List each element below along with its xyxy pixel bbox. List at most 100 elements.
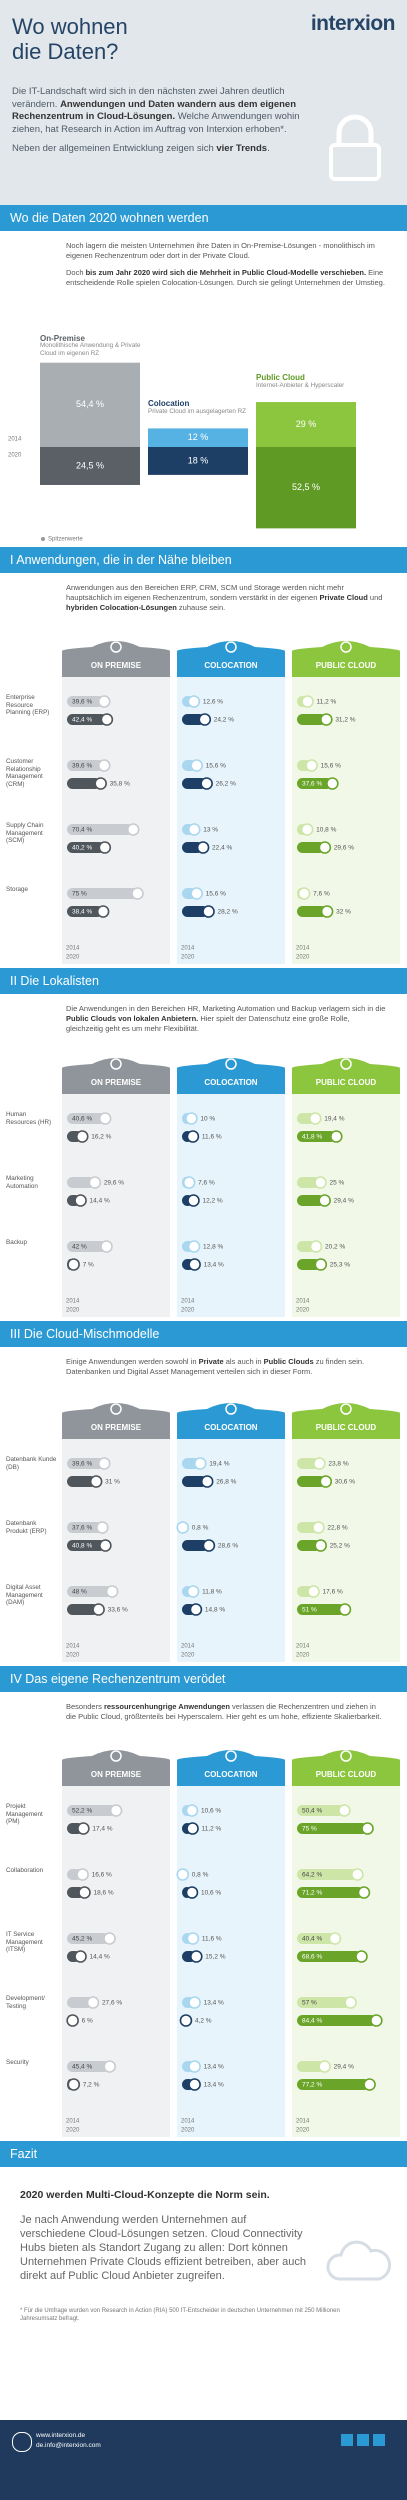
bar-knob [98,841,112,854]
bar [67,1805,117,1816]
text-run: und [367,593,383,602]
panel-header [62,641,170,677]
bar [67,714,107,725]
social-link[interactable] [357,2434,369,2446]
value-label: 84,4 % [302,2018,322,2025]
text-run: Welche Anwendungen wohin ziehen, hat Res… [12,111,300,135]
bar [297,1951,362,1962]
bar [297,1805,345,1816]
section-title: II Die Lokalisten [0,968,407,994]
panel-header [177,1750,285,1786]
value-label: 12 % [188,432,209,442]
bar [148,447,248,475]
chart: ON PREMISE 2014 39,6 % 39,6 % 70,4 % 75 % 2020… [0,635,407,968]
panel-icon [225,1403,237,1415]
year-label: 2020 [296,955,310,961]
value-label: 40,4 % [302,1936,322,1943]
text-run: Einige Anwendungen werden sowohl in [66,1357,199,1366]
panel-header [62,1058,170,1094]
bar-knob [319,1475,333,1488]
bar [67,824,134,835]
row-label: Backup [6,1239,28,1246]
bar-knob [105,1585,119,1598]
email[interactable]: de.info@interxion.com [36,2442,101,2449]
text-run: Die IT-Landschaft wird sich in den nächs… [12,86,285,110]
bar [297,1476,326,1487]
website[interactable]: www.interxion.de [36,2432,86,2439]
category-label: Public Cloud Internet-Anbieter & Hypersca… [256,374,360,389]
bar [67,906,104,917]
bar [297,1869,358,1880]
bar-knob [363,2078,376,2091]
bar-knob [98,1112,112,1125]
value-label: 25,3 % [330,1262,350,1269]
value-label: 33,6 % [108,1607,128,1614]
bar-knob [370,2014,383,2027]
bar-knob [103,2060,116,2073]
panel-title: PUBLIC CLOUD [316,1770,377,1779]
year-label: 2014 [296,1644,310,1650]
bar [67,842,105,853]
bold-text: Public Clouds von lokalen Anbietern. [66,1014,199,1023]
panel-icon [340,1750,352,1762]
value-label: 75 % [72,891,87,898]
paragraph: Die IT-Landschaft wird sich in den nächs… [12,86,312,136]
value-label: 7,2 % [83,2082,100,2089]
value-label: 17,4 % [92,1826,112,1833]
value-label: 29,4 % [334,2064,354,2071]
bar-knob [314,1176,327,1189]
text-run: zu finden sein. Datenbanken und Digital … [66,1357,365,1376]
logo: interxion [310,12,396,35]
value-label: 12,2 % [202,1198,222,1205]
bar [67,1522,103,1533]
bar-knob [196,841,210,854]
value-label: 51 % [302,1607,317,1614]
row-label: Supply Chain Management (SCM) [6,822,44,844]
bar-knob [355,1950,368,1963]
value-label: 25,2 % [330,1543,350,1550]
bar [148,428,248,447]
social-link[interactable] [341,2434,353,2446]
bar-knob [185,1112,198,1125]
bar-knob [190,887,203,900]
row-label: Security [6,2059,29,2066]
bar-knob [189,1950,203,1963]
panel-icon [340,1058,352,1070]
conclusion-heading: 2020 werden Multi-Cloud-Konzepte die Nor… [20,2189,270,2201]
bar-knob [74,1194,87,1207]
year-label: 2020 [8,453,22,459]
bar [297,1177,321,1188]
value-label: 29,6 % [334,845,354,852]
text-run: Eine entscheidende Rolle spielen Colocat… [66,268,385,287]
year-label: 2014 [66,1644,80,1650]
value-label: 11,2 % [317,699,337,706]
panel-title: ON PREMISE [91,1770,142,1779]
bar-knob [338,1804,351,1817]
year-label: 2014 [181,1299,195,1305]
year-label: 2020 [66,1308,80,1314]
row-label: Human Resources (HR) [6,1111,52,1126]
chart: ON PREMISE 2014 52,2 % 16,6 % 45,2 % 27,6 % 45… [0,1744,407,2141]
bar [297,1604,345,1615]
value-label: 11,6 % [202,1134,222,1141]
value-label: 13,4 % [204,2064,224,2071]
text-run: verlassen die Rechenzentren und ziehen i… [66,1702,382,1721]
bar-knob [297,887,311,900]
value-label: 10,8 % [316,827,336,834]
bar-knob [300,823,314,836]
bar-knob [67,2078,81,2091]
bar [67,778,101,789]
year-label: 2020 [181,1308,195,1314]
social-link[interactable] [373,2434,385,2446]
text-run: Besonders [66,1702,104,1711]
bar [297,714,327,725]
bar [67,1113,106,1124]
legend-label: Spitzenwerte [48,537,83,543]
bar [297,1823,368,1834]
year-label: 2020 [66,2128,80,2134]
value-label: 39,6 % [72,699,92,706]
paragraph: Noch lagern die meisten Unternehmen ihre… [66,241,387,261]
text-run: als auch in [223,1357,264,1366]
value-label: 64,2 % [302,1872,322,1879]
panel-header [177,641,285,677]
